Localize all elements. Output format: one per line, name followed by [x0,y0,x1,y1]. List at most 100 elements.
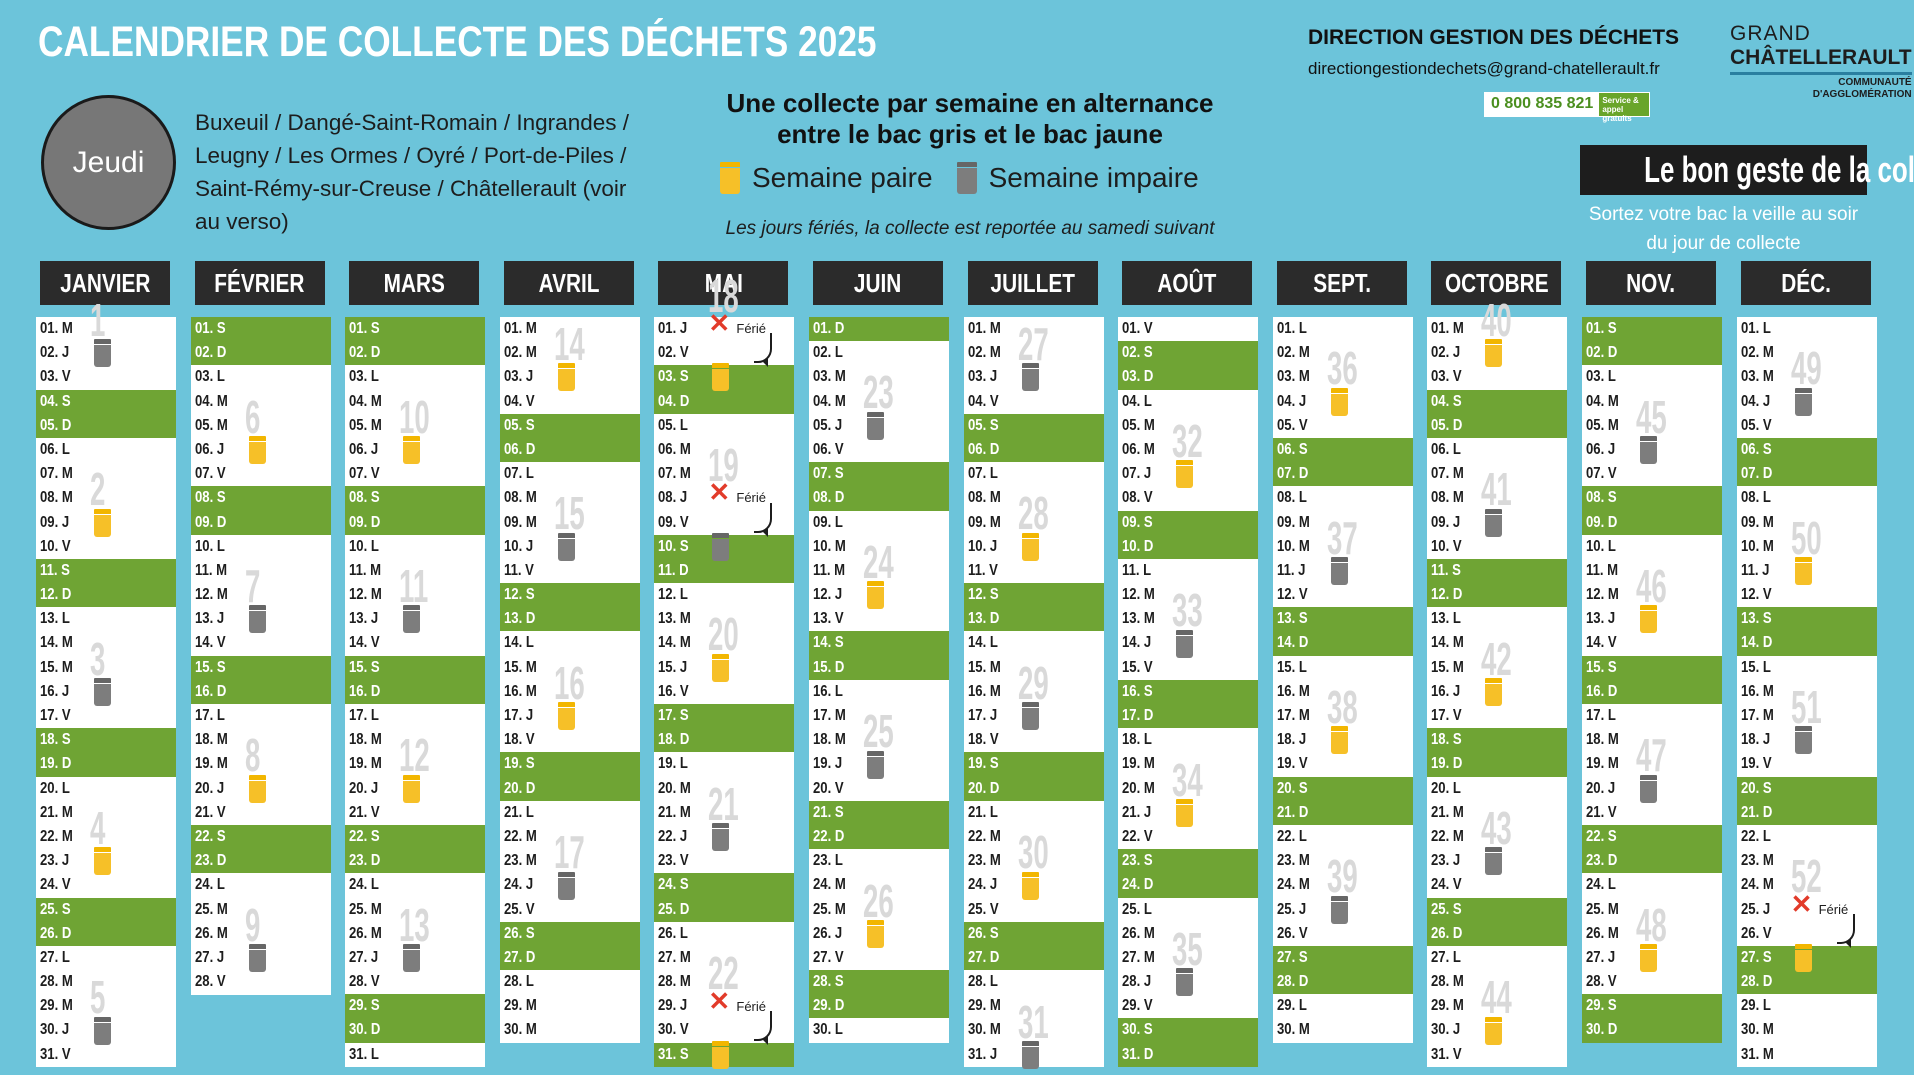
day-row: 14. M [1431,634,1465,652]
day-row: 27. M [1122,948,1156,966]
month-days: 01. M 02. J 03. V 04. S 05. D 06. L 07. M 08. M… [1427,297,1568,1068]
day-row: 02. J [40,344,70,362]
gray-bin-icon [712,532,730,561]
day-row: 23. J [40,852,70,870]
day-row: 26. S [963,921,1104,946]
day-row: 30. J [1431,1021,1461,1039]
grand-chatellerault-logo: GRAND CHÂTELLERAULT COMMUNAUTÉ D'AGGLOMÉR… [1730,22,1912,101]
month-header: SEPT. [1276,261,1407,305]
day-row: 19. S [499,752,640,777]
day-row: 15. S [345,655,486,680]
day-row: 08. M [40,489,73,507]
week-number: 33 [1172,584,1203,637]
day-row: 13. J [349,610,379,628]
yellow-bin-icon [403,774,421,803]
contact-email[interactable]: directiongestiondechets@grand-chatellera… [1308,59,1660,78]
day-row: 19. M [1122,755,1156,773]
day-row: 12. M [1586,586,1619,604]
day-row: 16. J [1431,682,1461,700]
month-header: DÉC. [1740,261,1871,305]
day-row: 10. M [813,537,846,555]
day-row: 14. D [1272,631,1413,656]
day-row: 28. M [40,973,73,991]
month-header: AOÛT [1122,261,1253,305]
day-row: 26. J [813,924,843,942]
day-row: 25. S [1427,897,1568,922]
day-row: 02. J [1431,344,1461,362]
day-row: 14. M [40,634,73,652]
month-name: MAI [704,268,743,298]
week-number: 18 [708,269,740,322]
day-row: 26. V [1740,924,1772,942]
day-row: 15. S [190,655,331,680]
day-row: 03. M [1276,368,1310,386]
day-row: 17. D [1118,704,1259,729]
day-row: 20. L [40,779,70,797]
day-row: 09. D [345,510,486,535]
day-row: 04. M [1586,392,1619,410]
day-row: 27. D [499,945,640,971]
day-row: 04. M [194,392,228,410]
week-number: 14 [553,318,585,370]
month-name: AVRIL [538,268,600,298]
day-row: 12. D [36,583,176,608]
day-row: 17. L [194,707,225,724]
day-row: 11. M [1586,561,1619,579]
gray-bin-icon [956,162,977,194]
day-row: 25. S [36,897,176,922]
day-row: 20. D [499,776,640,801]
day-row: 29. D [809,994,949,1019]
day-row: 06. D [499,437,640,463]
month-header: JANVIER [40,261,170,305]
day-row: 22. M [503,827,537,845]
day-row: 26. M [349,924,383,942]
yellow-bin-icon [248,774,266,803]
day-row: 20. D [963,776,1104,801]
day-row: 22. M [1431,827,1465,845]
week-number: 19 [708,439,740,491]
day-row: 08. S [1582,486,1722,511]
day-row: 06. S [1272,437,1413,463]
week-number: 40 [1481,293,1513,346]
day-row: 16. V [658,682,690,700]
month-name: DÉC. [1780,268,1831,298]
day-row: 23. D [1582,849,1722,874]
day-row: 20. M [1122,779,1156,797]
day-row: 07. M [40,465,73,483]
day-row: 14. L [967,634,998,652]
day-row: 20. L [1431,779,1462,797]
day-row: 18. S [1427,728,1568,753]
day-row: 17. J [967,707,997,724]
gray-bin-icon [1176,968,1194,997]
day-row: 31. M [1740,1045,1774,1063]
day-row: 29. S [345,994,486,1019]
day-row: 13. M [1122,610,1156,628]
day-row: 11. S [1427,558,1568,584]
day-row: 11. M [349,561,382,579]
day-row: 23. D [190,849,331,874]
month-header: MARS [349,261,480,305]
month-header: AVRIL [503,261,634,305]
day-row: 17. L [1586,707,1616,724]
day-row: 30. M [1740,1021,1774,1039]
day-row: 12. M [194,586,228,604]
day-row: 10. M [1740,537,1774,555]
day-row: 18. D [654,728,795,753]
yellow-bin-icon [1330,387,1348,416]
week-number: 42 [1481,632,1513,685]
phone-badge[interactable]: 0 800 835 821 Service & appel gratuits [1484,92,1651,123]
yellow-bin-icon [712,653,730,682]
day-row: 09. J [40,513,70,531]
day-row: 25. M [349,900,383,918]
month-name: AOÛT [1157,268,1217,298]
day-row: 30. L [813,1021,843,1039]
day-row: 01. M [967,320,1001,337]
bon-geste-label: Le bon geste de la collecte [1644,149,1914,190]
day-row: 20. V [813,779,844,797]
day-row: 10. L [1586,537,1616,555]
day-row: 01. J [658,320,688,337]
yellow-bin-icon [557,702,575,731]
day-row: 04. D [654,389,795,414]
day-row: 19. D [1427,752,1568,777]
gray-bin-icon [1021,702,1039,731]
